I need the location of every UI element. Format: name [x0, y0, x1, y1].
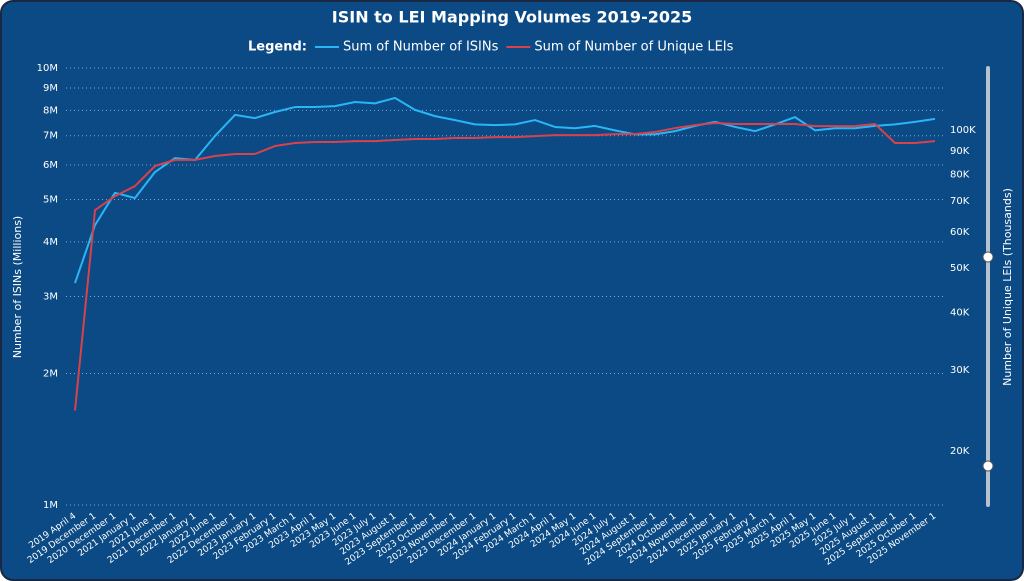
legend-label: Sum of Number of Unique LEIs — [534, 40, 733, 55]
y-tick-label: 5M — [43, 195, 58, 206]
y-tick-label: 4M — [43, 237, 58, 248]
y-tick-label: 10M — [37, 63, 58, 74]
chart-title: ISIN to LEI Mapping Volumes 2019-2025 — [332, 8, 692, 27]
y2-tick-label: 60K — [950, 227, 970, 238]
legend-title: Legend: — [248, 40, 307, 55]
series-line — [74, 121, 936, 411]
legend-label: Sum of Number of ISINs — [343, 40, 499, 55]
slider-handle[interactable] — [982, 460, 994, 472]
y2-tick-label: 20K — [950, 446, 970, 457]
y2-tick-label: 30K — [950, 365, 970, 376]
y2-tick-label: 50K — [950, 263, 970, 274]
slider-handle[interactable] — [982, 251, 994, 263]
y-tick-label: 8M — [43, 105, 58, 116]
y2-tick-label: 40K — [950, 308, 970, 319]
y-tick-label: 7M — [43, 131, 58, 142]
y-tick-label: 6M — [43, 160, 58, 171]
y2-axis-title: Number of Unique LEIs (Thousands) — [1001, 188, 1014, 386]
y-tick-label: 2M — [43, 368, 58, 379]
series-line — [74, 96, 936, 284]
y-tick-label: 3M — [43, 291, 58, 302]
y-axis-title: Number of ISINs (Millions) — [11, 216, 24, 358]
y-tick-label: 1M — [43, 500, 58, 511]
y2-tick-label: 80K — [950, 170, 970, 181]
y-tick-label: 9M — [43, 83, 58, 94]
y2-tick-label: 70K — [950, 196, 970, 207]
y2-tick-label: 90K — [950, 146, 970, 157]
y2-tick-label: 100K — [950, 125, 976, 136]
